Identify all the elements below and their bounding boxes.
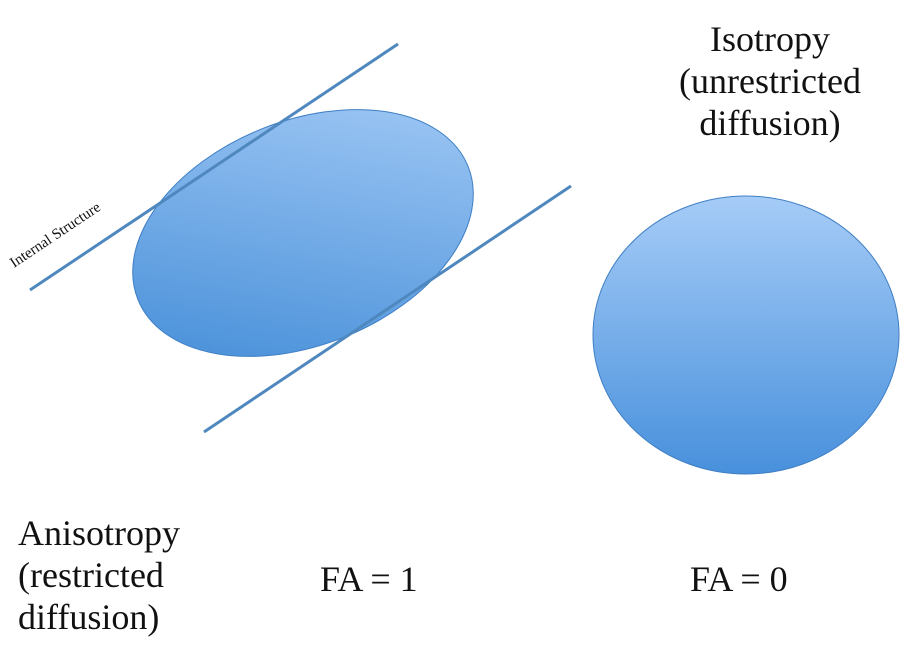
isotropic-circle [592,195,900,475]
anisotropy-label: Anisotropy (restricted diffusion) [18,512,180,638]
internal-structure-label: Internal Structure [7,199,104,271]
fa-isotropic-value: FA = 0 [690,559,788,599]
anisotropy-subtitle-2: diffusion) [18,597,160,637]
fa-anisotropic-value: FA = 1 [320,559,418,599]
isotropy-subtitle-1: (unrestricted [679,61,861,101]
anisotropy-title: Anisotropy [18,513,180,553]
isotropy-subtitle-2: diffusion) [699,103,841,143]
anisotropy-subtitle-1: (restricted [18,555,164,595]
isotropy-label: Isotropy (unrestricted diffusion) [655,18,885,144]
isotropy-title: Isotropy [710,19,830,59]
anisotropic-ellipse [132,109,474,357]
structure-line-lower [203,184,572,434]
structure-line-upper [29,42,399,292]
